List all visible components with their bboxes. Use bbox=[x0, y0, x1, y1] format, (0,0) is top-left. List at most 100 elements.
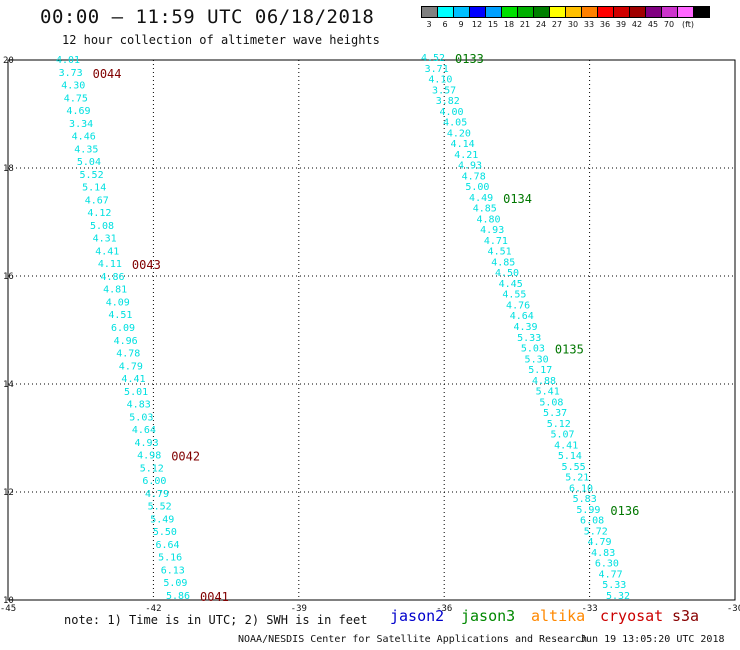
x-tick-label: -36 bbox=[436, 604, 452, 614]
wave-height-value: 5.09 bbox=[163, 578, 187, 589]
wave-height-value: 4.10 bbox=[428, 75, 452, 86]
pass-time-label: 0043 bbox=[132, 258, 161, 272]
wave-height-value: 6.00 bbox=[142, 476, 166, 487]
chart-title: 00:00 – 11:59 UTC 06/18/2018 bbox=[40, 6, 375, 28]
wave-height-value: 5.16 bbox=[158, 553, 182, 564]
satellite-name-altika: altika bbox=[531, 607, 586, 625]
wave-height-value: 5.72 bbox=[584, 526, 608, 537]
wave-height-value: 6.64 bbox=[155, 540, 179, 551]
legend-label: 3 bbox=[426, 20, 432, 29]
wave-height-value: 5.41 bbox=[536, 387, 560, 398]
credit-line: NOAA/NESDIS Center for Satellite Applica… bbox=[238, 634, 588, 645]
wave-height-value: 4.20 bbox=[447, 128, 471, 139]
wave-height-value: 4.96 bbox=[114, 336, 138, 347]
wave-height-value: 4.79 bbox=[119, 361, 143, 372]
wave-height-value: 5.08 bbox=[539, 397, 563, 408]
wave-height-value: 5.00 bbox=[465, 182, 489, 193]
wave-height-value: 4.01 bbox=[56, 55, 80, 66]
wave-height-value: 5.30 bbox=[525, 354, 549, 365]
wave-height-value: 4.41 bbox=[554, 440, 578, 451]
satellite-name-cryosat: cryosat bbox=[600, 607, 664, 625]
satellite-name-s3a: s3a bbox=[672, 607, 700, 625]
legend-label: 18 bbox=[503, 20, 515, 29]
wave-height-value: 4.79 bbox=[145, 489, 169, 500]
wave-height-value: 5.99 bbox=[576, 505, 600, 516]
x-tick-label: -30 bbox=[727, 604, 740, 614]
wave-height-value: 4.75 bbox=[64, 93, 88, 104]
legend-label: 42 bbox=[631, 20, 643, 29]
wave-height-value: 4.79 bbox=[587, 537, 611, 548]
legend-label: 12 bbox=[471, 20, 483, 29]
map-frame bbox=[7, 59, 736, 601]
legend-label: 9 bbox=[458, 20, 464, 29]
legend-label: 33 bbox=[583, 20, 595, 29]
legend-label: 27 bbox=[551, 20, 563, 29]
wave-height-value: 3.73 bbox=[59, 68, 83, 79]
wave-height-value: 5.14 bbox=[558, 451, 582, 462]
wave-height-value: 4.55 bbox=[502, 290, 526, 301]
wave-height-value: 5.50 bbox=[153, 527, 177, 538]
wave-height-value: 3.34 bbox=[69, 119, 93, 130]
wave-height-value: 4.41 bbox=[95, 246, 119, 257]
x-tick-label: -45 bbox=[0, 604, 16, 614]
wave-height-value: 4.83 bbox=[591, 548, 615, 559]
y-tick-label: 10 bbox=[3, 596, 14, 606]
wave-height-value: 3.71 bbox=[425, 64, 449, 75]
y-tick-label: 12 bbox=[3, 488, 14, 498]
wave-height-value: 5.21 bbox=[565, 473, 589, 484]
wave-height-value: 6.08 bbox=[580, 516, 604, 527]
pass-time-label: 0041 bbox=[200, 590, 229, 604]
legend-label: 15 bbox=[487, 20, 499, 29]
wave-height-value: 4.86 bbox=[100, 272, 124, 283]
wave-height-value: 4.09 bbox=[106, 297, 130, 308]
wave-height-value: 5.49 bbox=[150, 514, 174, 525]
wave-height-value: 4.78 bbox=[462, 171, 486, 182]
wave-height-value: 4.67 bbox=[85, 195, 109, 206]
wave-height-value: 4.88 bbox=[532, 376, 556, 387]
footer-note: note: 1) Time is in UTC; 2) SWH is in fe… bbox=[64, 613, 368, 627]
wave-height-value: 4.21 bbox=[454, 150, 478, 161]
wave-height-value: 5.33 bbox=[517, 333, 541, 344]
legend-label: 24 bbox=[535, 20, 547, 29]
wave-height-value: 6.30 bbox=[595, 559, 619, 570]
wave-height-value: 4.00 bbox=[439, 107, 463, 118]
generated-timestamp: Jun 19 13:05:20 UTC 2018 bbox=[580, 634, 725, 645]
wave-height-value: 4.76 bbox=[506, 300, 530, 311]
wave-height-value: 5.32 bbox=[606, 591, 630, 602]
wave-height-value: 4.31 bbox=[93, 234, 117, 245]
pass-time-label: 0042 bbox=[171, 450, 200, 464]
wave-height-value: 4.39 bbox=[513, 322, 537, 333]
pass-time-label: 0136 bbox=[610, 504, 639, 518]
wave-height-value: 4.45 bbox=[499, 279, 523, 290]
wave-height-value: 5.37 bbox=[543, 408, 567, 419]
wave-height-value: 4.83 bbox=[127, 400, 151, 411]
wave-height-value: 4.05 bbox=[443, 118, 467, 129]
wave-height-value: 4.93 bbox=[480, 225, 504, 236]
pass-time-label: 0135 bbox=[555, 343, 584, 357]
pass-time-label: 0044 bbox=[93, 67, 122, 81]
wave-height-value: 4.80 bbox=[476, 214, 500, 225]
wave-height-value: 5.55 bbox=[562, 462, 586, 473]
legend-label: 70 bbox=[663, 20, 675, 29]
wave-height-value: 4.85 bbox=[491, 257, 515, 268]
wave-height-value: 4.81 bbox=[103, 285, 127, 296]
wave-height-value: 4.46 bbox=[72, 132, 96, 143]
wave-height-value: 3.57 bbox=[432, 85, 456, 96]
legend-label: 36 bbox=[599, 20, 611, 29]
pass-time-label: 0134 bbox=[503, 192, 532, 206]
wave-height-value: 5.86 bbox=[166, 591, 190, 602]
wave-height-value: 6.13 bbox=[161, 565, 185, 576]
wave-height-value: 5.07 bbox=[550, 430, 574, 441]
legend-label: 6 bbox=[442, 20, 448, 29]
legend-swatch bbox=[693, 6, 710, 18]
wave-height-value: 4.64 bbox=[132, 425, 156, 436]
wave-height-value: 5.52 bbox=[148, 502, 172, 513]
wave-height-value: 6.09 bbox=[111, 323, 135, 334]
x-tick-label: -33 bbox=[581, 604, 597, 614]
wave-height-value: 4.51 bbox=[108, 310, 132, 321]
wave-height-value: 5.03 bbox=[521, 344, 545, 355]
color-scale-legend: 3 6 9 12 15 18 21 24 27 30 33 36 39 42 45 70 (ft) bbox=[421, 6, 710, 29]
y-tick-label: 14 bbox=[3, 380, 14, 390]
wave-height-value: 5.33 bbox=[602, 580, 626, 591]
